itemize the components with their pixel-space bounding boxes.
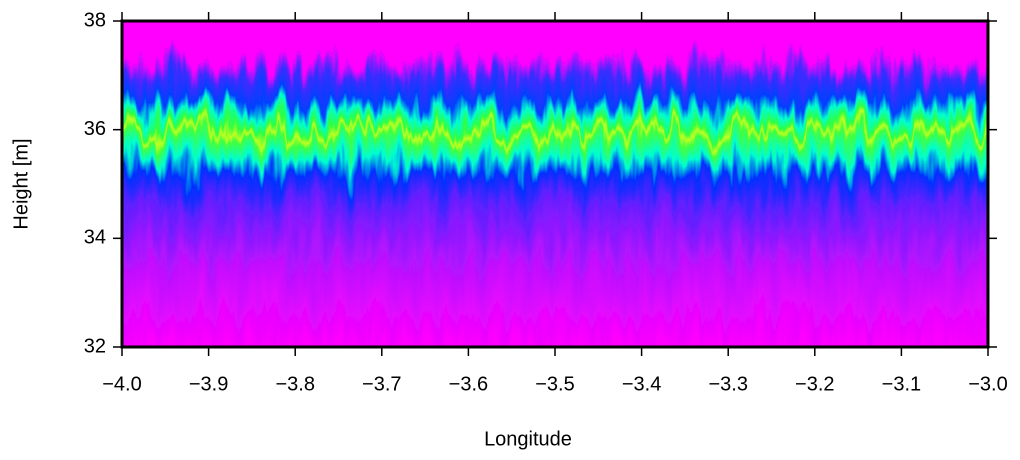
x-tick-label: −3.8 xyxy=(275,373,314,395)
x-tick-label: −3.2 xyxy=(795,373,834,395)
plot-area xyxy=(120,19,990,349)
y-axis-label: Height [m] xyxy=(10,138,32,229)
y-tick-label: 32 xyxy=(84,335,106,357)
x-tick-label: −4.0 xyxy=(102,373,141,395)
x-tick-label: −3.6 xyxy=(449,373,488,395)
x-tick-label: −3.1 xyxy=(882,373,921,395)
y-tick-label: 36 xyxy=(84,118,106,140)
x-tick-label: −3.7 xyxy=(362,373,401,395)
x-tick-label: −3.0 xyxy=(968,373,1007,395)
x-tick-label: −3.4 xyxy=(622,373,661,395)
x-tick-label: −3.3 xyxy=(708,373,747,395)
y-tick-label: 38 xyxy=(84,9,106,31)
x-tick-label: −3.9 xyxy=(189,373,228,395)
x-tick-label: −3.5 xyxy=(535,373,574,395)
heatmap-raster xyxy=(122,21,988,347)
y-tick-label: 34 xyxy=(84,227,106,249)
x-axis-label: Longitude xyxy=(484,428,572,450)
